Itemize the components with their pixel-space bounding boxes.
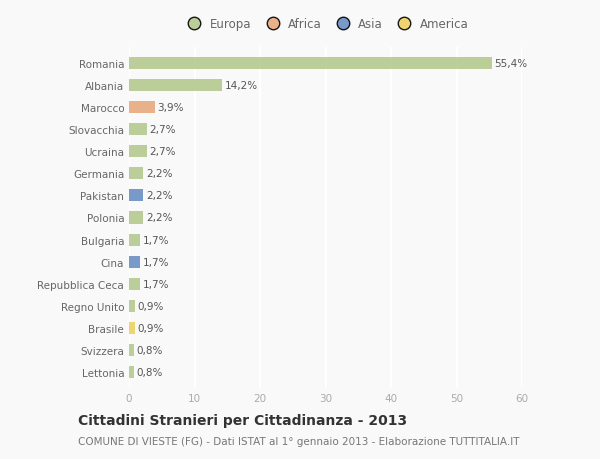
Bar bbox=[129, 79, 222, 92]
Text: 0,8%: 0,8% bbox=[137, 345, 163, 355]
Text: 55,4%: 55,4% bbox=[494, 59, 527, 69]
Bar bbox=[129, 322, 135, 334]
Text: 2,7%: 2,7% bbox=[149, 147, 176, 157]
Bar bbox=[129, 168, 143, 180]
Bar bbox=[129, 344, 134, 357]
Text: 2,7%: 2,7% bbox=[149, 125, 176, 135]
Text: 1,7%: 1,7% bbox=[143, 235, 169, 245]
Legend: Europa, Africa, Asia, America: Europa, Africa, Asia, America bbox=[178, 13, 473, 36]
Text: 2,2%: 2,2% bbox=[146, 213, 173, 223]
Bar bbox=[129, 102, 155, 114]
Text: 3,9%: 3,9% bbox=[157, 103, 184, 113]
Text: 2,2%: 2,2% bbox=[146, 169, 173, 179]
Bar bbox=[129, 278, 140, 290]
Text: Cittadini Stranieri per Cittadinanza - 2013: Cittadini Stranieri per Cittadinanza - 2… bbox=[78, 414, 407, 428]
Text: 0,9%: 0,9% bbox=[137, 323, 164, 333]
Bar bbox=[129, 57, 492, 70]
Bar bbox=[129, 300, 135, 312]
Text: 1,7%: 1,7% bbox=[143, 279, 169, 289]
Bar bbox=[129, 212, 143, 224]
Text: 2,2%: 2,2% bbox=[146, 191, 173, 201]
Bar bbox=[129, 124, 146, 136]
Bar bbox=[129, 190, 143, 202]
Text: 14,2%: 14,2% bbox=[224, 81, 258, 91]
Bar bbox=[129, 146, 146, 158]
Text: 1,7%: 1,7% bbox=[143, 257, 169, 267]
Bar bbox=[129, 256, 140, 268]
Text: 0,8%: 0,8% bbox=[137, 367, 163, 377]
Bar bbox=[129, 234, 140, 246]
Bar bbox=[129, 366, 134, 379]
Text: COMUNE DI VIESTE (FG) - Dati ISTAT al 1° gennaio 2013 - Elaborazione TUTTITALIA.: COMUNE DI VIESTE (FG) - Dati ISTAT al 1°… bbox=[78, 436, 520, 446]
Text: 0,9%: 0,9% bbox=[137, 301, 164, 311]
